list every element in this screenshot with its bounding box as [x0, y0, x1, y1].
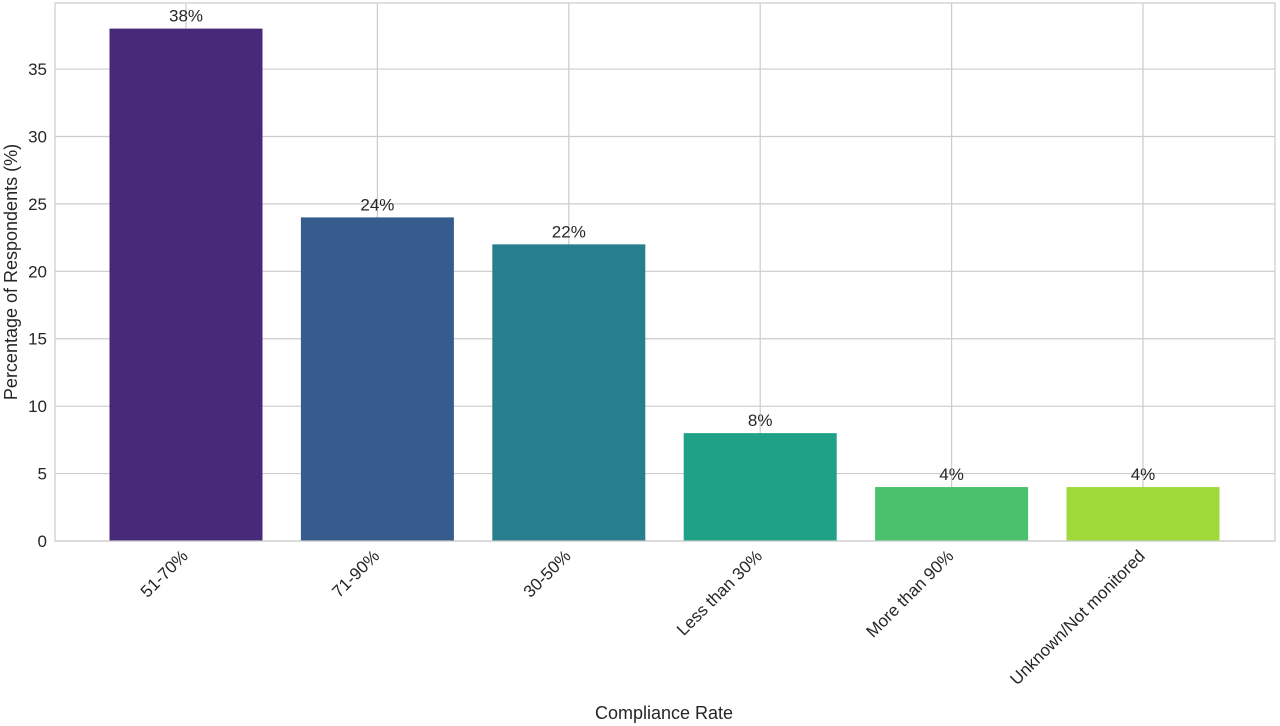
- y-axis-title: Percentage of Respondents (%): [1, 144, 21, 400]
- y-tick-label: 25: [28, 195, 47, 214]
- plot-frame: [54, 2, 1276, 542]
- bar: [300, 217, 454, 541]
- y-tick-label: 35: [28, 60, 47, 79]
- bar: [109, 28, 263, 542]
- bar: [1066, 487, 1220, 541]
- x-tick-label: 30-50%: [520, 546, 575, 601]
- bar: [492, 244, 646, 541]
- y-tick-label: 0: [38, 532, 47, 551]
- bar-value-label: 4%: [1131, 465, 1156, 484]
- y-tick-label: 30: [28, 127, 47, 146]
- bar: [683, 433, 837, 541]
- x-tick-label: Unknown/Not monitored: [1006, 546, 1148, 688]
- bar-value-label: 8%: [748, 411, 773, 430]
- bar: [875, 487, 1029, 541]
- data-labels: 38% 24% 22% 8% 4% 4%: [169, 7, 1155, 484]
- x-tick-label: 51-70%: [137, 546, 192, 601]
- bar-value-label: 38%: [169, 7, 203, 26]
- y-tick-label: 15: [28, 330, 47, 349]
- bar-value-label: 22%: [552, 222, 586, 241]
- x-tick-label: Less than 30%: [673, 546, 766, 639]
- y-tick-label: 20: [28, 262, 47, 281]
- y-tick-label: 10: [28, 397, 47, 416]
- x-axis-title: Compliance Rate: [595, 703, 733, 723]
- bars: [109, 28, 1220, 542]
- x-tick-label: More than 90%: [862, 546, 957, 641]
- bar-value-label: 4%: [939, 465, 964, 484]
- x-tick-label: 71-90%: [328, 546, 383, 601]
- bar-value-label: 24%: [360, 195, 394, 214]
- y-tick-label: 5: [38, 465, 47, 484]
